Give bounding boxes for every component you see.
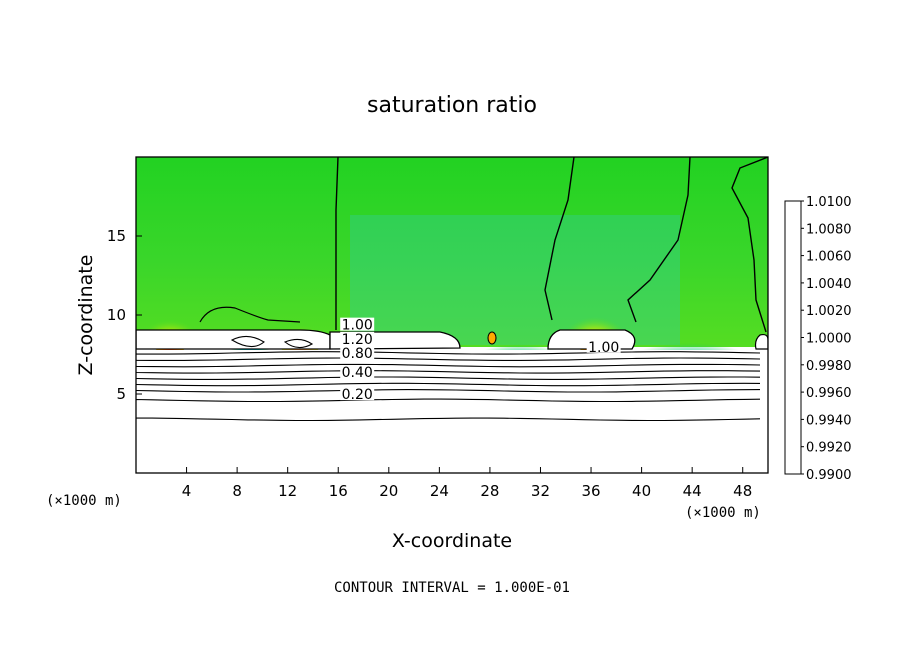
contour-line [136,382,761,387]
colorbar-label: 0.9980 [806,359,852,374]
contour-line [136,376,761,380]
contour-line [136,389,761,393]
x-axis-title: X-coordinate [392,530,512,552]
x-tick-label: 40 [632,482,651,500]
x-tick-label: 48 [733,482,752,500]
contour-label-bg [340,387,375,401]
y-tick-label: 5 [116,385,126,403]
contour-line [335,157,339,330]
colorbar-label: 1.0100 [806,195,852,210]
plot-area [136,157,768,473]
contour-line [544,157,575,321]
lower-field [136,350,768,473]
cloud-band [754,333,768,350]
x-tick-label: 20 [379,482,398,500]
contour-line [627,157,691,323]
colorbar: 1.0100 1.0080 1.0060 1.0040 1.0020 1.0000 0.99… [784,195,852,483]
contour-lines [136,351,761,422]
contour-line [283,338,314,349]
x-axis-unit-right: (×1000 m) [685,505,761,521]
y-tick-label: 15 [107,227,126,245]
colorbar-label: 0.9900 [806,468,852,483]
contour-label-bg [340,331,375,345]
colorbar-label: 1.0040 [806,277,852,292]
x-axis-ticks: 4 8 12 16 20 24 28 32 36 40 44 48 [182,467,752,500]
contour-line [230,335,265,348]
chart-title: saturation ratio [367,93,537,118]
x-tick-label: 36 [581,482,600,500]
contour-line [136,351,761,355]
contour-line [487,331,497,345]
contour-label: 1.00 [588,340,619,356]
contour-label: 0.80 [342,346,373,362]
contour-label-bg [340,365,375,379]
contour-label-bg [340,317,375,331]
contour-line [136,363,761,368]
contour-line [136,398,761,403]
x-tick-label: 16 [329,482,348,500]
contour-line [731,157,768,333]
colorbar-label: 0.9940 [806,413,852,428]
contour-label: 1.00 [342,318,373,334]
x-tick-label: 12 [278,482,297,500]
y-tick-label: 10 [107,306,126,324]
colorbar-label: 0.9960 [806,386,852,401]
y-axis-title: Z-coordinate [75,255,97,376]
x-axis-unit: (×1000 m) [46,493,122,509]
contour-label: 0.20 [342,387,373,403]
x-tick-label: 8 [232,482,242,500]
colorbar-label: 1.0000 [806,332,852,347]
contour-labels: 1.001.200.800.400.201.00 [340,317,621,403]
contour-line [199,306,301,323]
contour-label-bg [340,346,375,360]
x-tick-label: 28 [480,482,499,500]
contour-line [136,417,761,422]
colorbar-frame [784,200,802,475]
contour-label-bg [586,339,621,353]
x-tick-label: 4 [182,482,192,500]
x-tick-label: 24 [430,482,449,500]
contour-line [136,357,761,361]
x-tick-label: 32 [531,482,550,500]
x-tick-label: 44 [683,482,702,500]
colorbar-label: 1.0080 [806,222,852,237]
contour-label: 1.20 [342,332,373,348]
contour-label: 0.40 [342,365,373,381]
colorbar-label: 1.0060 [806,250,852,265]
colorbar-label: 0.9920 [806,441,852,456]
contour-interval: CONTOUR INTERVAL = 1.000E-01 [334,580,570,596]
y-axis-ticks: 5 10 15 [107,227,142,403]
contour-line [136,370,761,374]
colorbar-label: 1.0020 [806,304,852,319]
